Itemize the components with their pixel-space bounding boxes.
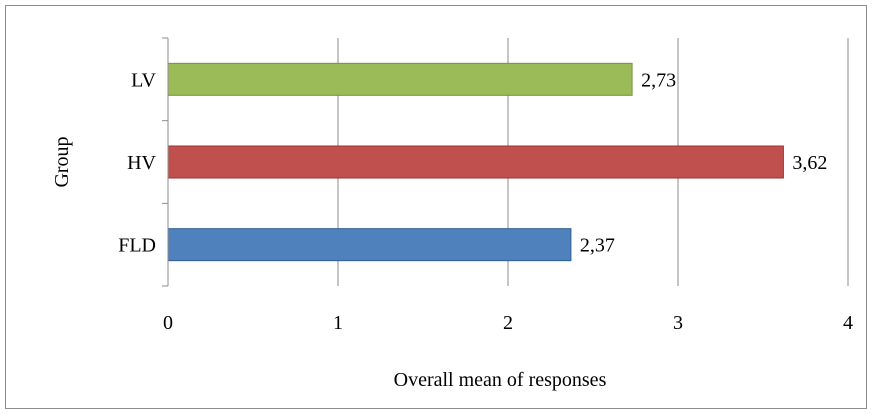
x-tick-label-1: 1	[333, 312, 343, 334]
bar-hv	[167, 145, 784, 179]
y-tick-label-lv: LV	[131, 69, 156, 91]
value-label-fld: 2,37	[580, 235, 615, 257]
x-tick-label-3: 3	[673, 312, 683, 334]
y-tick-label-fld: FLD	[118, 235, 156, 257]
axes	[162, 37, 169, 287]
y-tick-label-hv: HV	[127, 152, 156, 174]
bar-lv	[167, 62, 633, 96]
x-tick-label-2: 2	[503, 312, 513, 334]
tick-labels: 0 1 2 3 4 FLD HV LV	[118, 69, 853, 334]
x-tick-label-4: 4	[843, 312, 853, 334]
x-tick-label-0: 0	[163, 312, 173, 334]
value-label-lv: 2,73	[641, 69, 676, 91]
x-axis-title: Overall mean of responses	[394, 369, 607, 391]
bar-fld	[167, 228, 572, 262]
value-label-hv: 3,62	[792, 152, 827, 174]
y-axis-title: Group	[51, 136, 73, 187]
value-labels: 2,37 3,62 2,73	[580, 69, 828, 256]
bars	[167, 62, 784, 262]
